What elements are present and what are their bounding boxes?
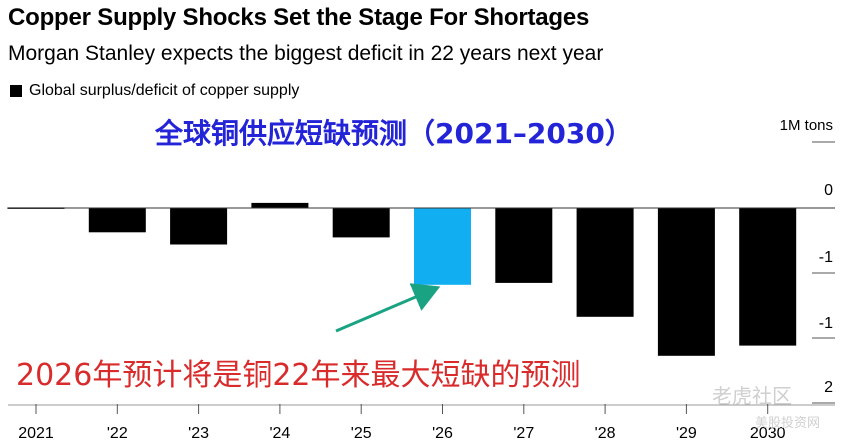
legend-swatch — [10, 85, 22, 97]
x-tick-label-2: '23 — [188, 425, 209, 442]
bar-3 — [251, 202, 309, 208]
overlay-chinese-note: 2026年预计将是铜22年来最大短缺的预测 — [16, 358, 581, 393]
bar-6 — [495, 208, 553, 283]
bar-4 — [332, 208, 390, 238]
bar-7 — [576, 208, 634, 317]
bar-1 — [88, 208, 146, 233]
y-tick-label: 2 — [824, 379, 833, 396]
watermark-sub: 美股投资网 — [755, 416, 821, 431]
x-tick-label-6: '27 — [513, 425, 534, 442]
y-tick-label: -1 — [819, 315, 833, 332]
x-tick-label-8: '29 — [676, 425, 697, 442]
chart-title: Copper Supply Shocks Set the Stage For S… — [8, 4, 590, 31]
x-tick-label-7: '28 — [595, 425, 616, 442]
x-tick-label-0: 2021 — [18, 425, 54, 442]
x-tick-label-3: '24 — [269, 425, 290, 442]
y-unit-label: 1M tons — [780, 117, 833, 134]
y-tick-label: -1 — [819, 249, 833, 266]
overlay-chinese-title: 全球铜供应短缺预测（2021–2030） — [155, 117, 633, 150]
x-tick-label-9: 2030 — [750, 425, 786, 442]
legend: Global surplus/deficit of copper supply — [10, 82, 299, 100]
x-tick-label-5: '26 — [432, 425, 453, 442]
x-tick-label-4: '25 — [351, 425, 372, 442]
y-tick-label: 0 — [824, 182, 833, 199]
x-tick-label-1: '22 — [107, 425, 128, 442]
watermark: 老虎社区 — [712, 384, 792, 408]
legend-label: Global surplus/deficit of copper supply — [29, 82, 300, 99]
chart-subtitle: Morgan Stanley expects the biggest defic… — [8, 42, 604, 65]
annotation-arrow — [335, 283, 441, 333]
bar-2 — [170, 208, 228, 245]
bar-9 — [739, 208, 797, 346]
bar-5 — [414, 208, 471, 285]
bar-8 — [657, 208, 715, 356]
